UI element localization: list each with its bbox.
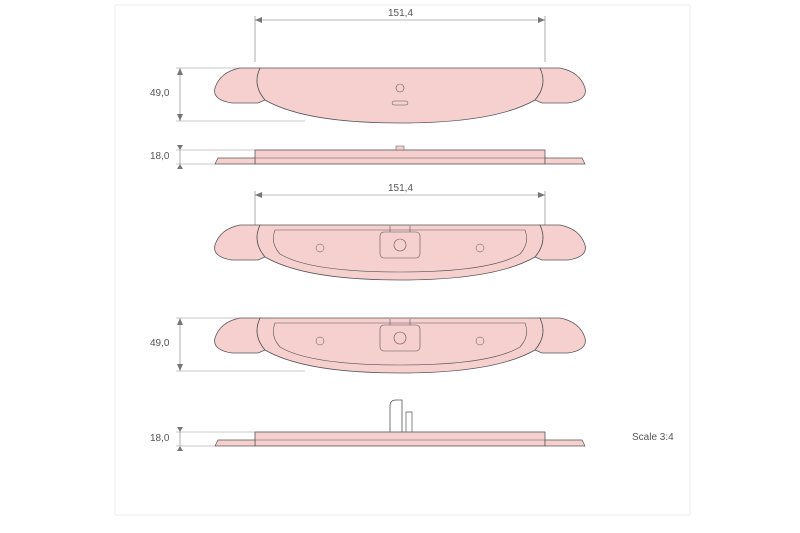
brake-pad-side-2	[215, 400, 585, 446]
dim-thickness-1	[176, 145, 255, 169]
dim-width-2	[255, 191, 545, 225]
dim-height-1-label: 49,0	[150, 88, 169, 99]
dim-thickness-2-label: 18,0	[150, 433, 169, 444]
dim-thickness-1-label: 18,0	[150, 151, 169, 162]
dim-width-1-label: 151,4	[388, 8, 413, 19]
dim-height-2-label: 49,0	[150, 338, 169, 349]
technical-drawing-svg	[0, 0, 800, 533]
scale-note: Scale 3:4	[632, 432, 674, 443]
brake-pad-view-3	[215, 318, 586, 373]
brake-pad-view-2	[215, 225, 586, 280]
brake-pad-view-1	[215, 68, 586, 123]
dim-thickness-2	[176, 427, 255, 451]
dim-width-top	[255, 16, 545, 62]
dim-width-2-label: 151,4	[388, 183, 413, 194]
brake-pad-side-1	[215, 146, 585, 164]
drawing-canvas: 151,4 49,0 18,0 151,4 49,0 18,0 Scale 3:…	[0, 0, 800, 533]
